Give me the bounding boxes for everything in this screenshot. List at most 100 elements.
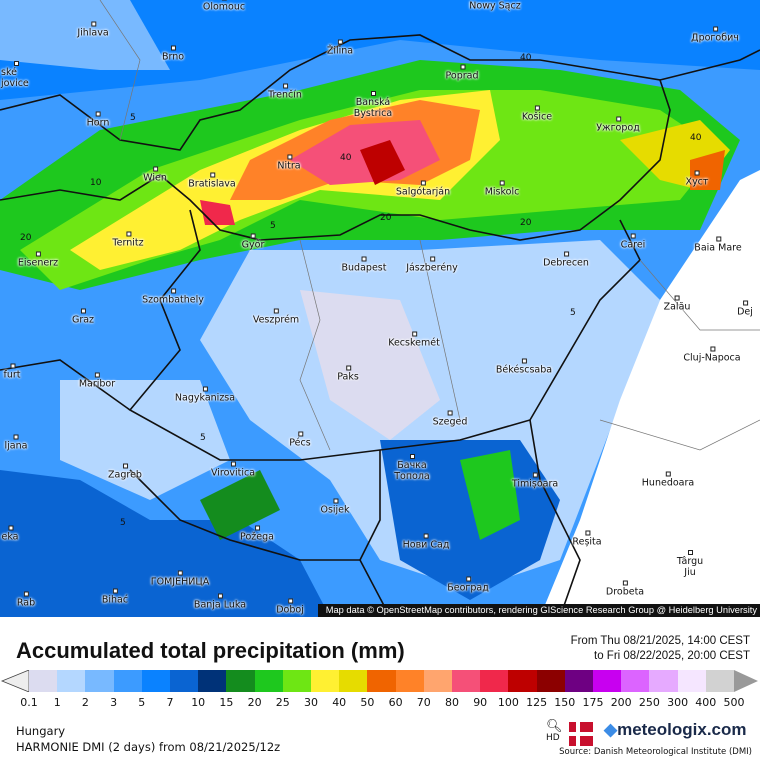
field-center-lightest (300, 290, 440, 440)
city-label: Požega (240, 525, 274, 543)
city-label: Banská Bystrica (343, 91, 403, 119)
precipitation-map[interactable]: 5 5 40 40 20 20 5 5 5 40 20 10 Olomouc N… (0, 0, 760, 617)
legend-swatch (705, 670, 735, 692)
city-label: Győr (241, 233, 265, 251)
legend-swatch (141, 670, 171, 692)
contour-label: 5 (120, 518, 126, 528)
legend-tick-label: 250 (638, 696, 660, 709)
field-ukraine-orange (690, 150, 725, 190)
legend-tick-label: 60 (388, 696, 403, 709)
city-label: Carei (620, 233, 646, 251)
city-label: Ужгород (596, 116, 640, 134)
legend-swatch (226, 670, 255, 692)
city-label: Rab (16, 591, 36, 609)
city-label: Дрогобич (691, 26, 739, 44)
legend-swatch (621, 670, 650, 692)
contour-label: 40 (340, 153, 352, 163)
legend-swatch (170, 670, 199, 692)
meteologix-logo[interactable]: ◆meteologix.com (604, 720, 747, 740)
legend-swatch (677, 670, 706, 692)
city-label: Dej (737, 300, 753, 318)
city-label: Košice (521, 105, 553, 123)
city-label: Бачка Топола (387, 454, 437, 482)
city-label: Virovitica (210, 461, 256, 479)
legend-tick-label: 500 (723, 696, 745, 709)
city-label: Debrecen (543, 251, 589, 269)
chart-title: Accumulated total precipitation (mm) (16, 638, 405, 663)
legend-swatch (649, 670, 678, 692)
legend-swatch (367, 670, 396, 692)
legend-swatch (508, 670, 537, 692)
legend-over-arrow (734, 670, 758, 692)
legend-tick-label: 80 (445, 696, 459, 709)
legend-swatch (254, 670, 283, 692)
field-south-dark (0, 470, 330, 617)
legend-swatch (198, 670, 227, 692)
legend-tick-label: 20 (247, 696, 262, 709)
city-label: Pécs (289, 431, 311, 449)
legend-tick-label: 400 (695, 696, 717, 709)
legend-swatch (113, 670, 142, 692)
city-label: Žilina (326, 39, 354, 57)
contour-label: 5 (130, 113, 136, 123)
city-label: ГОМЈЕНИЦА (150, 570, 210, 588)
city-label: Bihać (101, 588, 129, 606)
legend-tick-label: 25 (275, 696, 290, 709)
city-label: Zalău (663, 295, 691, 313)
legend-swatch (282, 670, 312, 692)
city-label: Banja Luka (193, 593, 247, 611)
city-label: Нови Сад (402, 533, 450, 551)
legend-swatch (480, 670, 509, 692)
legend-swatch (29, 670, 58, 692)
legend-swatch (452, 670, 481, 692)
legend-labels: 0.1 1 2 3 5 7 10 15 20 25 30 40 50 60 70 80 90 100 125 150 1… (0, 696, 760, 710)
city-label: Jihlava (77, 21, 109, 39)
period-to: to Fri 08/22/2025, 20:00 CEST (594, 650, 750, 662)
color-legend (0, 670, 760, 692)
legend-tick-label: 100 (497, 696, 519, 709)
contour-label: 40 (690, 133, 702, 143)
field-southwest-light (60, 380, 230, 500)
legend-swatch (339, 670, 368, 692)
legend-tick-label: 7 (166, 696, 174, 709)
contour-label: 20 (20, 233, 32, 243)
city-label: Jászberény (406, 256, 458, 274)
data-source: Source: Danish Meteorological Institute … (559, 747, 752, 757)
city-label: Eisenerz (17, 251, 59, 269)
magnifier-icon: 🔍︎ (546, 719, 563, 734)
legend-tick-label: 300 (667, 696, 689, 709)
map-attribution[interactable]: Map data © OpenStreetMap contributors, r… (317, 604, 760, 617)
logo-text: meteologix.com (617, 720, 747, 739)
contour-label: 5 (200, 433, 206, 443)
legend-tick-label: 175 (582, 696, 604, 709)
city-label: Hunedoara (641, 471, 695, 489)
legend-under-arrow (0, 670, 30, 692)
city-label: Graz (71, 308, 95, 326)
contour-labels: 5 5 40 40 20 20 5 5 5 40 20 10 (20, 53, 702, 528)
city-label: Békéscsaba (495, 358, 553, 376)
legend-tick-label: 30 (304, 696, 318, 709)
city-label: Szombathely (142, 288, 204, 306)
valid-period: From Thu 08/21/2025, 14:00 CEST to Fri 0… (571, 634, 750, 664)
city-label: Poprad (445, 64, 479, 82)
legend-swatch (593, 670, 622, 692)
legend-tick-label: 125 (526, 696, 548, 709)
legend-tick-label: 50 (360, 696, 375, 709)
city-label: Хуст (685, 170, 709, 188)
city-label: furt (3, 363, 21, 381)
city-label: Београд (447, 576, 489, 594)
city-label: Maribor (78, 372, 116, 390)
region-name: Hungary (16, 724, 66, 738)
field-serbia-green (460, 450, 520, 540)
legend-tick-label: 1 (53, 696, 61, 709)
city-label: Wien (143, 166, 167, 184)
legend-tick-label: 90 (473, 696, 488, 709)
hd-zoom-button[interactable]: 🔍︎ HD (546, 720, 563, 743)
legend-swatch (395, 670, 424, 692)
precipitation-field: 5 5 40 40 20 20 5 5 5 40 20 10 (0, 0, 760, 617)
legend-tick-label: 200 (610, 696, 632, 709)
legend-color-bar (29, 670, 735, 692)
city-label: Ternitz (112, 231, 144, 249)
city-label: Nagykanizsa (174, 386, 236, 404)
city-label: Horn (86, 111, 110, 129)
